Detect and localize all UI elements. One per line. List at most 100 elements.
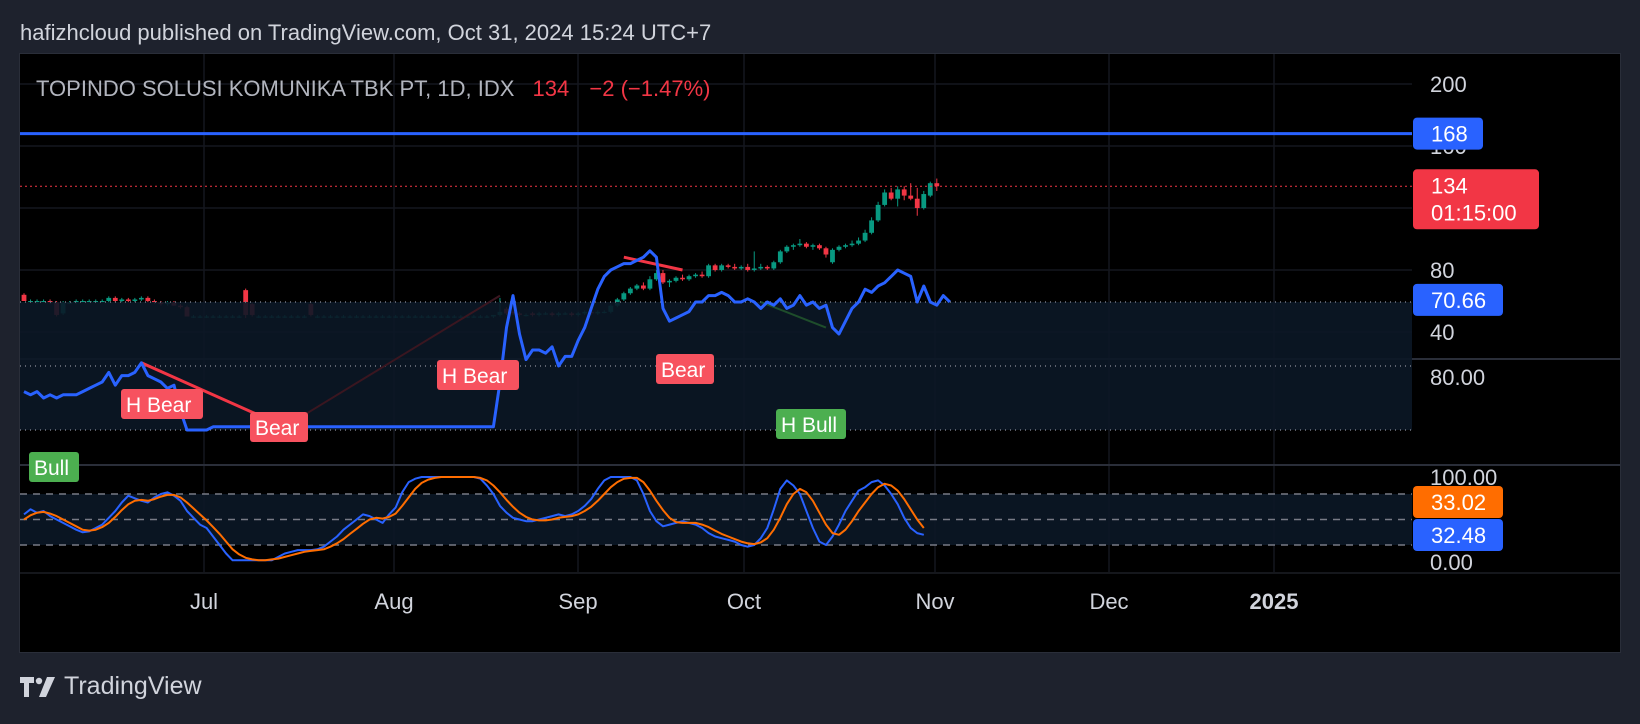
candle-body xyxy=(706,265,711,277)
candle-body xyxy=(138,297,144,300)
rsi-label-h-bull-badge xyxy=(776,409,846,439)
candle-body xyxy=(908,195,914,199)
rsi-label-bear-1-text: Bear xyxy=(255,417,299,440)
candle-body xyxy=(719,265,725,270)
candle-body xyxy=(732,266,738,269)
rsi-label-h-bear-1-text: H Bear xyxy=(126,394,191,417)
candle-body xyxy=(647,279,653,289)
candle-body xyxy=(901,189,907,196)
footer-brand[interactable]: TradingView xyxy=(20,672,202,701)
tradingview-logo-icon xyxy=(20,676,55,697)
rsi-label-bear-2-badge xyxy=(656,354,714,384)
price-axis-tick-200: 200 xyxy=(1430,72,1467,97)
candle-body xyxy=(693,274,698,277)
stoch-pane xyxy=(20,476,1412,562)
candle-body xyxy=(914,198,920,208)
candle-body xyxy=(634,285,640,289)
candle-body xyxy=(849,243,855,246)
legend-change: −2 (−1.47%) xyxy=(589,76,711,101)
hidden-bull-line xyxy=(760,301,827,329)
candle-body xyxy=(132,299,138,301)
time-axis-tick-aug: Aug xyxy=(374,589,413,614)
candle-body xyxy=(875,204,881,221)
rsi-label-bear-1-badge xyxy=(250,412,308,442)
candle-body xyxy=(862,232,868,241)
candle-body xyxy=(119,299,125,301)
candle-body xyxy=(745,266,751,270)
legend-last-price: 134 xyxy=(532,76,570,101)
last-price-label: 134 xyxy=(1431,173,1468,198)
symbol-legend: TOPINDO SOLUSI KOMUNIKA TBK PT, 1D, IDX … xyxy=(36,76,710,102)
symbol-title: TOPINDO SOLUSI KOMUNIKA TBK PT, 1D, IDX xyxy=(36,76,515,101)
rsi-axis-tick-top: 80.00 xyxy=(1430,365,1485,390)
candle-body xyxy=(823,248,829,255)
candle-body xyxy=(686,276,692,280)
rsi-value-badge xyxy=(1413,283,1503,316)
candle-body xyxy=(21,294,27,301)
stoch-d-value-label: 33.02 xyxy=(1431,490,1486,515)
candle-body xyxy=(758,266,764,269)
candle-body xyxy=(145,297,151,301)
stoch-k-value-label: 32.48 xyxy=(1431,523,1486,548)
time-axis-tick-2025: 2025 xyxy=(1250,589,1299,614)
price-axis-tick-40: 40 xyxy=(1430,320,1454,345)
candle-body xyxy=(804,243,809,247)
candle-body xyxy=(784,246,790,252)
candle-body xyxy=(654,273,659,280)
candle-body xyxy=(797,243,803,246)
price-axis-tick-80: 80 xyxy=(1430,258,1454,283)
candle-body xyxy=(86,301,92,303)
candle-body xyxy=(843,245,848,247)
candle-body xyxy=(621,293,627,300)
rsi-label-h-bear-1-badge xyxy=(121,389,203,419)
candle-body xyxy=(888,192,894,199)
candle-body xyxy=(152,301,157,303)
bear-divergence-line-2 xyxy=(623,255,683,272)
rsi-label-h-bull-text: H Bull xyxy=(781,414,837,437)
rsi-label-bear-2-text: Bear xyxy=(661,359,705,382)
candle-body xyxy=(125,299,131,301)
last-price-badge xyxy=(1413,169,1539,230)
candle-body xyxy=(112,297,118,301)
time-axis-tick-oct: Oct xyxy=(727,589,761,614)
rsi-value-label: 70.66 xyxy=(1431,288,1486,313)
candle-body xyxy=(751,268,757,270)
candle-body xyxy=(99,301,105,303)
publish-info: hafizhcloud published on TradingView.com… xyxy=(20,20,712,45)
candle-body xyxy=(869,220,874,233)
stoch-axis-tick-bottom: 0.00 xyxy=(1430,550,1473,575)
time-axis-tick-jul: Jul xyxy=(190,589,218,614)
candle-body xyxy=(725,265,731,267)
candle-body xyxy=(927,183,933,196)
candle-body xyxy=(680,277,685,280)
candle-body xyxy=(673,277,679,281)
candle-body xyxy=(934,183,940,187)
candle-body xyxy=(790,245,796,247)
candle-body xyxy=(817,245,822,249)
stoch-d-badge xyxy=(1413,486,1503,518)
stoch-d-line xyxy=(23,476,925,562)
candle-body xyxy=(34,301,40,303)
candle-body xyxy=(810,245,816,247)
candle-body xyxy=(699,274,705,277)
candle-body xyxy=(764,266,770,269)
candle-body xyxy=(712,265,718,270)
candle-body xyxy=(41,301,46,303)
candle-body xyxy=(771,262,777,269)
hline-price-label: 168 xyxy=(1431,122,1468,147)
candle-body xyxy=(882,192,888,205)
candle-body xyxy=(660,273,666,283)
hidden-bear-line-1b xyxy=(284,294,501,428)
candle-body xyxy=(641,285,646,289)
stoch-k-badge xyxy=(1413,519,1503,551)
candle-body xyxy=(830,249,835,263)
candle-body xyxy=(921,194,927,208)
bar-countdown-label: 01:15:00 xyxy=(1431,200,1517,225)
candle-body xyxy=(856,240,861,244)
candle-body xyxy=(738,266,744,269)
candle-body xyxy=(777,251,783,263)
time-axis-tick-nov: Nov xyxy=(915,589,954,614)
rsi-label-h-bear-2-badge xyxy=(437,360,519,390)
